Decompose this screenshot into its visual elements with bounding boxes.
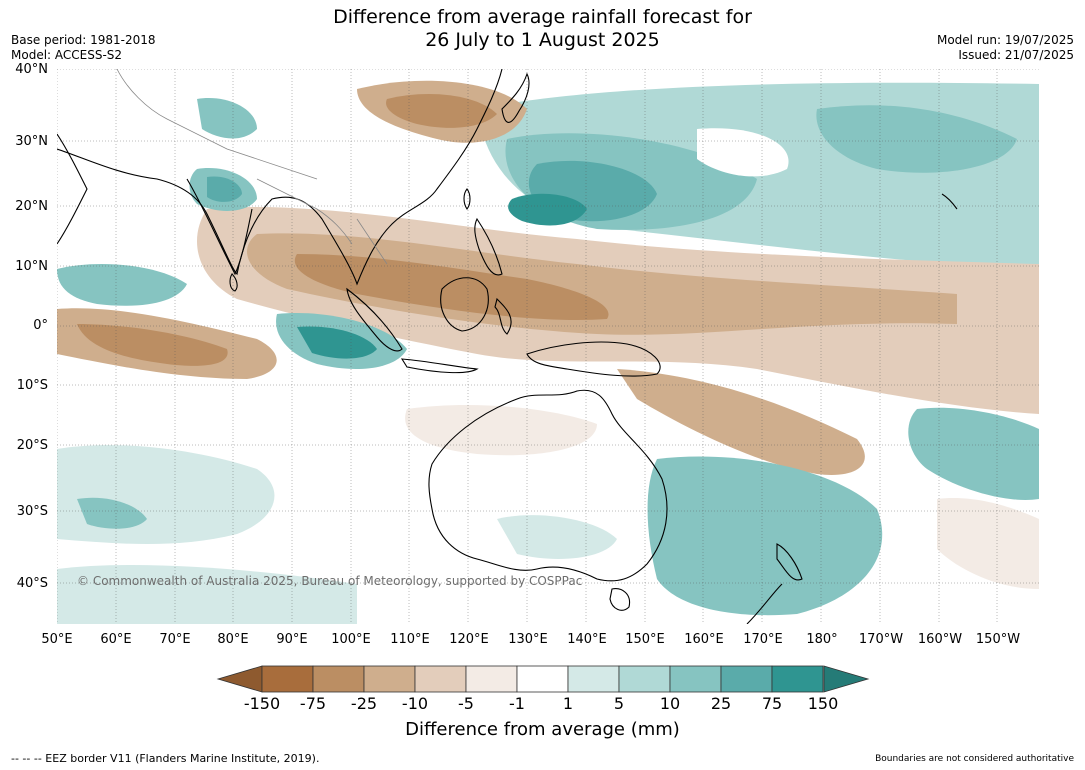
lon-label: 120°E	[449, 632, 489, 647]
colorbar-segment	[261, 665, 314, 693]
model-name: Model: ACCESS-S2	[11, 48, 123, 62]
lon-label: 160°E	[684, 632, 724, 647]
colorbar-extend-low	[216, 665, 263, 693]
colorbar-tick: 25	[710, 694, 732, 713]
graticule	[57, 69, 1039, 624]
australia-coast	[428, 389, 668, 582]
colorbar-tick: 150	[807, 694, 839, 713]
coastlines	[57, 69, 958, 624]
colorbar-tick: -25	[350, 694, 378, 713]
new-zealand-coast	[746, 543, 803, 624]
lon-label: 150°W	[975, 632, 1021, 647]
model-run: Model run: 19/07/2025	[936, 33, 1074, 47]
base-period: Base period: 1981-2018	[11, 33, 156, 47]
map-title-line2: 26 July to 1 August 2025	[425, 29, 660, 51]
hawaii-coast	[941, 193, 958, 210]
colorbar-segment	[465, 665, 518, 693]
lat-label: 30°N	[15, 134, 48, 149]
lon-label: 90°E	[276, 632, 308, 647]
colorbar-tick: 5	[613, 694, 625, 713]
lon-label: 170°E	[743, 632, 783, 647]
colorbar-tick: 10	[659, 694, 681, 713]
new-guinea-coast	[526, 341, 661, 377]
sri-lanka-coast	[229, 273, 238, 292]
sulawesi-coast	[494, 297, 512, 335]
lon-label: 160°W	[917, 632, 963, 647]
colorbar-tick: 1	[562, 694, 574, 713]
colorbar-segment	[567, 665, 620, 693]
map-title-line1: Difference from average rainfall forecas…	[333, 6, 752, 28]
lat-label: 40°N	[15, 62, 48, 77]
colorbar-extend-high	[823, 665, 870, 693]
lon-label: 50°E	[41, 632, 73, 647]
lon-label: 80°E	[217, 632, 249, 647]
colorbar-tick: -10	[401, 694, 429, 713]
colorbar-tick: -1	[509, 694, 525, 713]
india-coast	[186, 178, 253, 276]
colorbar-segment	[771, 665, 824, 693]
lon-label: 60°E	[100, 632, 132, 647]
lat-label: 30°S	[16, 504, 48, 519]
lon-label: 140°E	[567, 632, 607, 647]
map-canvas: © Commonwealth of Australia 2025, Bureau…	[57, 69, 1039, 624]
lat-label: 10°S	[16, 378, 48, 393]
lon-label: 110°E	[390, 632, 430, 647]
arabia-coast	[57, 133, 88, 245]
taiwan-coast	[463, 188, 471, 210]
java-coast	[400, 358, 479, 374]
colorbar-segment	[312, 665, 365, 693]
country-borders	[116, 69, 388, 265]
lat-label: 20°S	[16, 438, 48, 453]
colorbar-segment	[669, 665, 722, 693]
borneo-coast	[440, 277, 489, 332]
colorbar-segment	[363, 665, 416, 693]
lat-label: 20°N	[15, 199, 48, 214]
colorbar-tick: 75	[761, 694, 783, 713]
colorbar-tick: -75	[299, 694, 327, 713]
japan-coast	[501, 72, 530, 123]
boundaries-disclaimer: Boundaries are not considered authoritat…	[875, 754, 1074, 764]
lon-label: 150°E	[625, 632, 665, 647]
rainfall-anomaly-map: © Commonwealth of Australia 2025, Bureau…	[57, 69, 1039, 624]
colorbar-label: Difference from average (mm)	[405, 719, 680, 740]
lon-label: 170°W	[858, 632, 904, 647]
lat-label: 10°N	[15, 259, 48, 274]
sumatra-coast	[346, 287, 403, 352]
lat-label: 40°S	[16, 576, 48, 591]
philippines-coast	[474, 217, 503, 276]
colorbar-segment	[516, 665, 569, 693]
lon-label: 70°E	[159, 632, 191, 647]
colorbar-segment	[720, 665, 773, 693]
colorbar-tick: -150	[243, 694, 281, 713]
asia-mainland-coast	[57, 69, 503, 286]
colorbar-tick: -5	[458, 694, 474, 713]
eez-footnote: -- -- -- EEZ border V11 (Flanders Marine…	[11, 752, 320, 765]
anomaly-fields	[57, 80, 1039, 624]
lon-label: 130°E	[508, 632, 548, 647]
lat-label: 0°	[33, 318, 48, 333]
colorbar-segment	[618, 665, 671, 693]
issued-date: Issued: 21/07/2025	[958, 48, 1074, 62]
tasmania-coast	[609, 588, 631, 611]
colorbar-segment	[414, 665, 467, 693]
colorbar	[216, 665, 870, 693]
lon-label: 100°E	[331, 632, 371, 647]
copyright-text: © Commonwealth of Australia 2025, Bureau…	[77, 574, 582, 588]
lon-label: 180°	[806, 632, 838, 647]
